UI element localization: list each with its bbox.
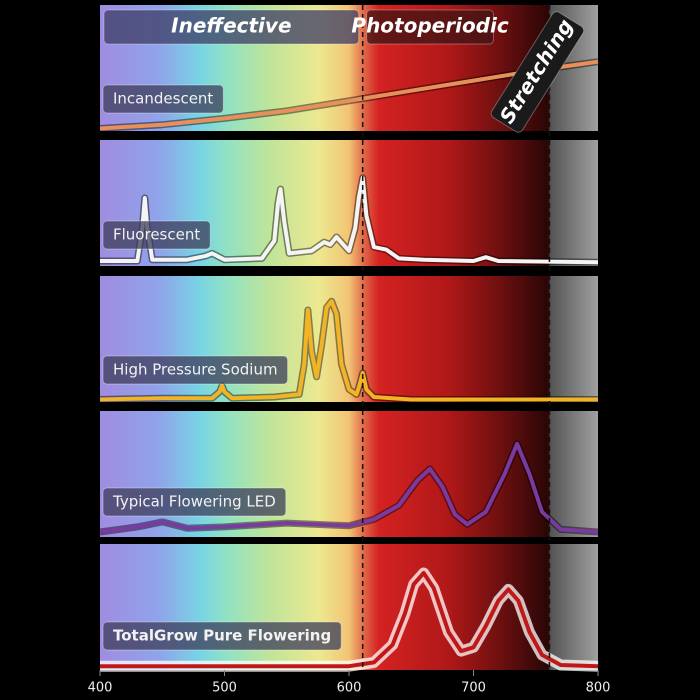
region-box: [490, 11, 585, 133]
x-tick-label: 600: [337, 681, 362, 696]
label-text: TotalGrow Pure Flowering: [113, 627, 331, 645]
region-label: Ineffective: [171, 14, 291, 38]
series-label: TotalGrow Pure Flowering: [102, 621, 342, 651]
spectrum-curve: [100, 571, 599, 669]
region-box: [103, 9, 360, 45]
x-tick-label: 800: [586, 681, 611, 696]
series-label: Typical Flowering LED: [102, 487, 287, 517]
region-header: Ineffective: [103, 9, 360, 45]
x-tick-label: 700: [461, 681, 486, 696]
spectrum-curve: [99, 441, 599, 534]
label-box: [102, 220, 211, 250]
label-text: Fluorescent: [113, 226, 200, 244]
label-box: [102, 84, 224, 114]
series-label: Incandescent: [102, 84, 224, 114]
label-text: Incandescent: [113, 90, 213, 108]
series-label: High Pressure Sodium: [102, 355, 289, 385]
region-box: [366, 9, 494, 45]
label-box: [102, 621, 342, 651]
region-label: Photoperiodic: [351, 14, 508, 38]
label-box: [102, 355, 289, 385]
label-box: [102, 487, 287, 517]
spectrum-curve: [99, 59, 599, 131]
series-label: Fluorescent: [102, 220, 211, 250]
x-tick-label: 400: [88, 681, 113, 696]
label-text: High Pressure Sodium: [113, 361, 278, 379]
x-tick-label: 500: [212, 681, 237, 696]
panel-background: [100, 411, 598, 537]
label-text: Typical Flowering LED: [112, 493, 276, 511]
region-header: Photoperiodic: [351, 9, 509, 45]
spectrum-curve: [100, 175, 599, 265]
